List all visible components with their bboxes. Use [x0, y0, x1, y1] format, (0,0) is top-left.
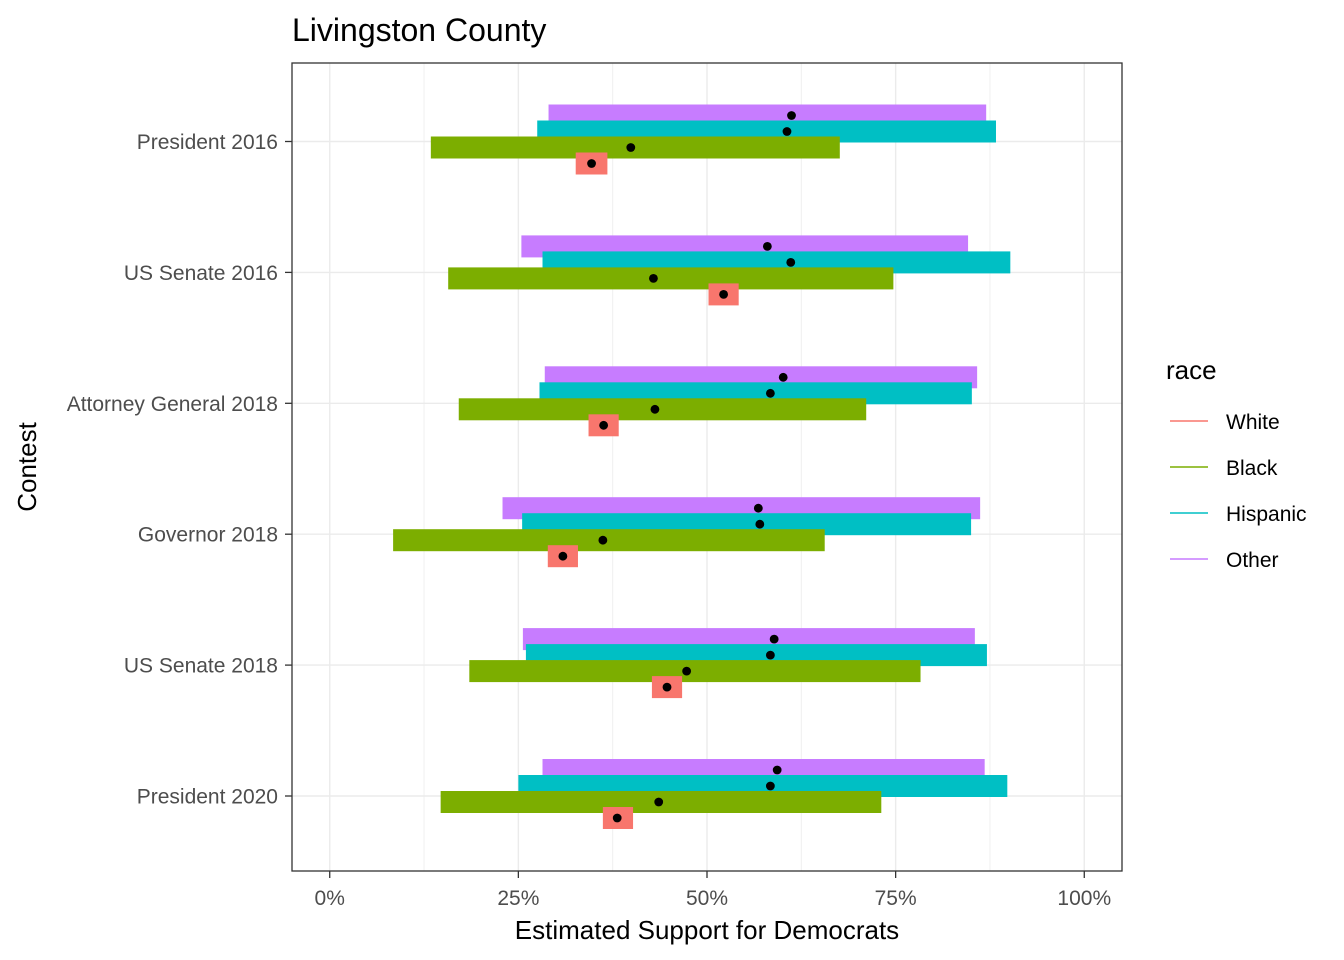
point-other — [762, 242, 772, 251]
y-tick-label: President 2020 — [137, 786, 278, 809]
bar-black — [458, 398, 867, 421]
point-hispanic — [786, 258, 796, 267]
bar-black — [393, 529, 825, 552]
y-tick-label: US Senate 2016 — [124, 262, 278, 285]
legend-label-other: Other — [1226, 549, 1279, 572]
bar-black — [448, 267, 894, 290]
point-white — [719, 290, 728, 299]
point-other — [753, 503, 763, 513]
legend-label-hispanic: Hispanic — [1226, 503, 1307, 526]
bars-layer — [393, 104, 1011, 829]
y-tick-label: Attorney General 2018 — [67, 393, 278, 416]
x-axis-title: Estimated Support for Democrats — [515, 915, 899, 945]
y-axis: President 2016 US Senate 2016 Attorney Gen… — [67, 131, 292, 809]
legend-title: race — [1166, 355, 1217, 385]
x-tick-label: 100% — [1057, 887, 1111, 910]
point-black — [654, 797, 664, 807]
point-white — [587, 159, 596, 168]
x-tick-label: 50% — [686, 887, 728, 910]
x-tick-label: 0% — [315, 887, 345, 910]
point-hispanic — [765, 388, 775, 398]
y-tick-label: Governor 2018 — [138, 524, 278, 547]
point-other — [787, 111, 796, 120]
point-black — [682, 666, 692, 676]
point-white — [599, 420, 609, 430]
points-layer — [558, 111, 796, 823]
legend: race White Black Hispanic Other — [1166, 355, 1307, 572]
point-hispanic — [782, 127, 792, 136]
x-tick-label: 75% — [875, 887, 917, 910]
point-hispanic — [755, 519, 765, 529]
point-white — [558, 551, 568, 561]
chart-title: Livingston County — [292, 12, 546, 48]
point-black — [626, 143, 636, 152]
point-white — [662, 682, 672, 692]
point-other — [769, 634, 779, 644]
point-black — [649, 274, 658, 283]
x-axis: 0% 25% 50% 75% 100% — [315, 871, 1111, 910]
point-black — [598, 535, 608, 545]
y-tick-label: US Senate 2018 — [124, 655, 278, 678]
bar-black — [469, 660, 921, 683]
point-white — [612, 813, 622, 823]
point-hispanic — [765, 650, 775, 660]
x-tick-label: 25% — [497, 887, 539, 910]
legend-label-white: White — [1226, 411, 1280, 434]
bar-black — [430, 136, 840, 159]
point-hispanic — [765, 781, 775, 791]
point-other — [778, 372, 788, 382]
y-axis-title: Contest — [12, 421, 42, 511]
point-other — [772, 765, 782, 775]
legend-label-black: Black — [1226, 457, 1278, 480]
y-tick-label: President 2016 — [137, 131, 278, 154]
point-black — [650, 404, 660, 414]
